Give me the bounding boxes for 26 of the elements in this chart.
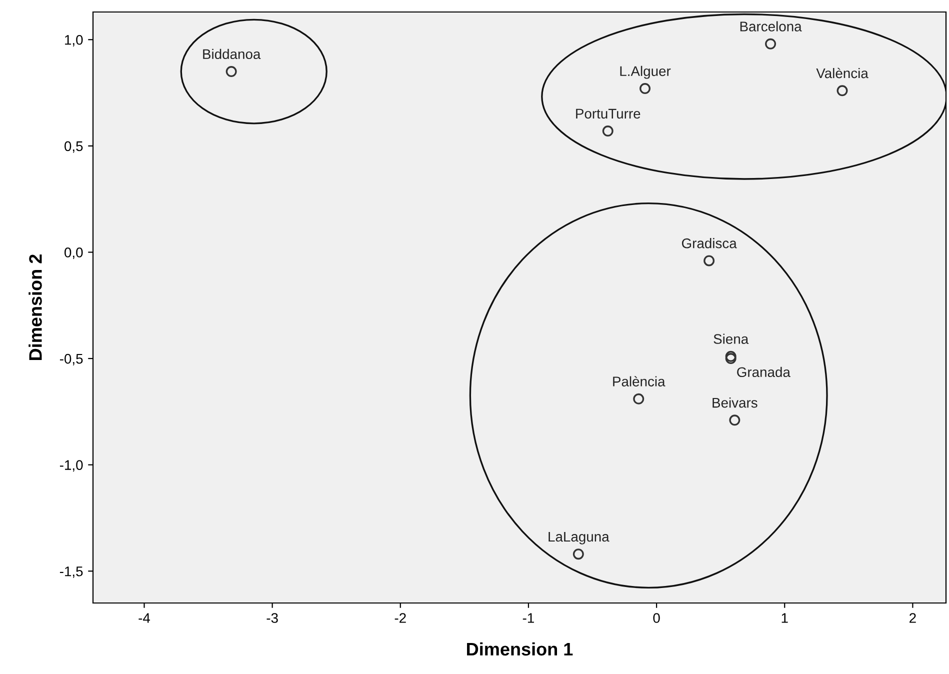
y-tick-label: 1,0 xyxy=(65,34,83,46)
y-tick-label: 0,5 xyxy=(64,141,83,153)
y-axis-title: Dimension 2 xyxy=(28,254,42,360)
annotation: Siena xyxy=(714,334,749,344)
y-tick-label: -1,5 xyxy=(60,566,83,578)
x-tick-label: -1 xyxy=(522,613,534,623)
x-tick-label: 0 xyxy=(653,613,660,623)
annotation: Biddanoa xyxy=(203,48,261,60)
annotation: Beivars xyxy=(712,398,758,408)
annotation: L.Alguer xyxy=(620,66,671,79)
x-tick-label: -4 xyxy=(138,613,150,623)
annotation: Barcelona xyxy=(740,21,802,32)
y-tick-label: -0,5 xyxy=(60,354,83,366)
annotation: Palència xyxy=(613,376,666,386)
annotation: Granada xyxy=(737,366,790,378)
x-tick-label: 2 xyxy=(910,613,916,623)
annotation: LaLaguna xyxy=(548,532,610,544)
x-axis-title: Dimension 1 xyxy=(467,642,573,656)
x-tick-label: -2 xyxy=(394,613,406,623)
y-tick-label: 0,0 xyxy=(64,248,83,260)
x-tick-label: 1 xyxy=(782,613,788,623)
x-tick-label: -3 xyxy=(266,613,278,623)
y-tick-label: -1,0 xyxy=(60,460,83,472)
annotation: PortuTurre xyxy=(576,108,640,119)
annotation: València xyxy=(816,68,868,78)
annotation: Gradisca xyxy=(682,238,737,248)
